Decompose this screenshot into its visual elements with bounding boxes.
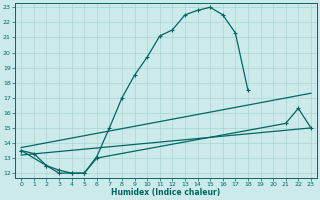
X-axis label: Humidex (Indice chaleur): Humidex (Indice chaleur)	[111, 188, 221, 197]
